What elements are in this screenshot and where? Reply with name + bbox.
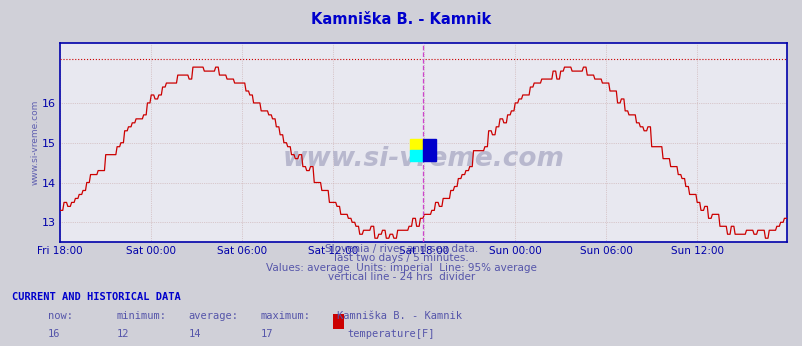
Bar <box>423 139 435 161</box>
Bar <box>410 150 423 161</box>
Text: temperature[F]: temperature[F] <box>347 329 435 339</box>
Text: average:: average: <box>188 311 238 321</box>
Text: 16: 16 <box>48 329 61 339</box>
Bar <box>410 139 423 150</box>
Text: minimum:: minimum: <box>116 311 166 321</box>
Text: 17: 17 <box>261 329 273 339</box>
Text: now:: now: <box>48 311 73 321</box>
Text: Kamniška B. - Kamnik: Kamniška B. - Kamnik <box>311 12 491 27</box>
Y-axis label: www.si-vreme.com: www.si-vreme.com <box>30 100 39 185</box>
Text: Slovenia / river and sea data.: Slovenia / river and sea data. <box>325 244 477 254</box>
Text: www.si-vreme.com: www.si-vreme.com <box>282 146 564 172</box>
Text: maximum:: maximum: <box>261 311 310 321</box>
Text: 14: 14 <box>188 329 201 339</box>
Text: 12: 12 <box>116 329 129 339</box>
Text: Values: average  Units: imperial  Line: 95% average: Values: average Units: imperial Line: 95… <box>265 263 537 273</box>
Text: last two days / 5 minutes.: last two days / 5 minutes. <box>334 253 468 263</box>
Text: vertical line - 24 hrs  divider: vertical line - 24 hrs divider <box>327 272 475 282</box>
Text: Kamniška B. - Kamnik: Kamniška B. - Kamnik <box>337 311 462 321</box>
Text: CURRENT AND HISTORICAL DATA: CURRENT AND HISTORICAL DATA <box>12 292 180 302</box>
